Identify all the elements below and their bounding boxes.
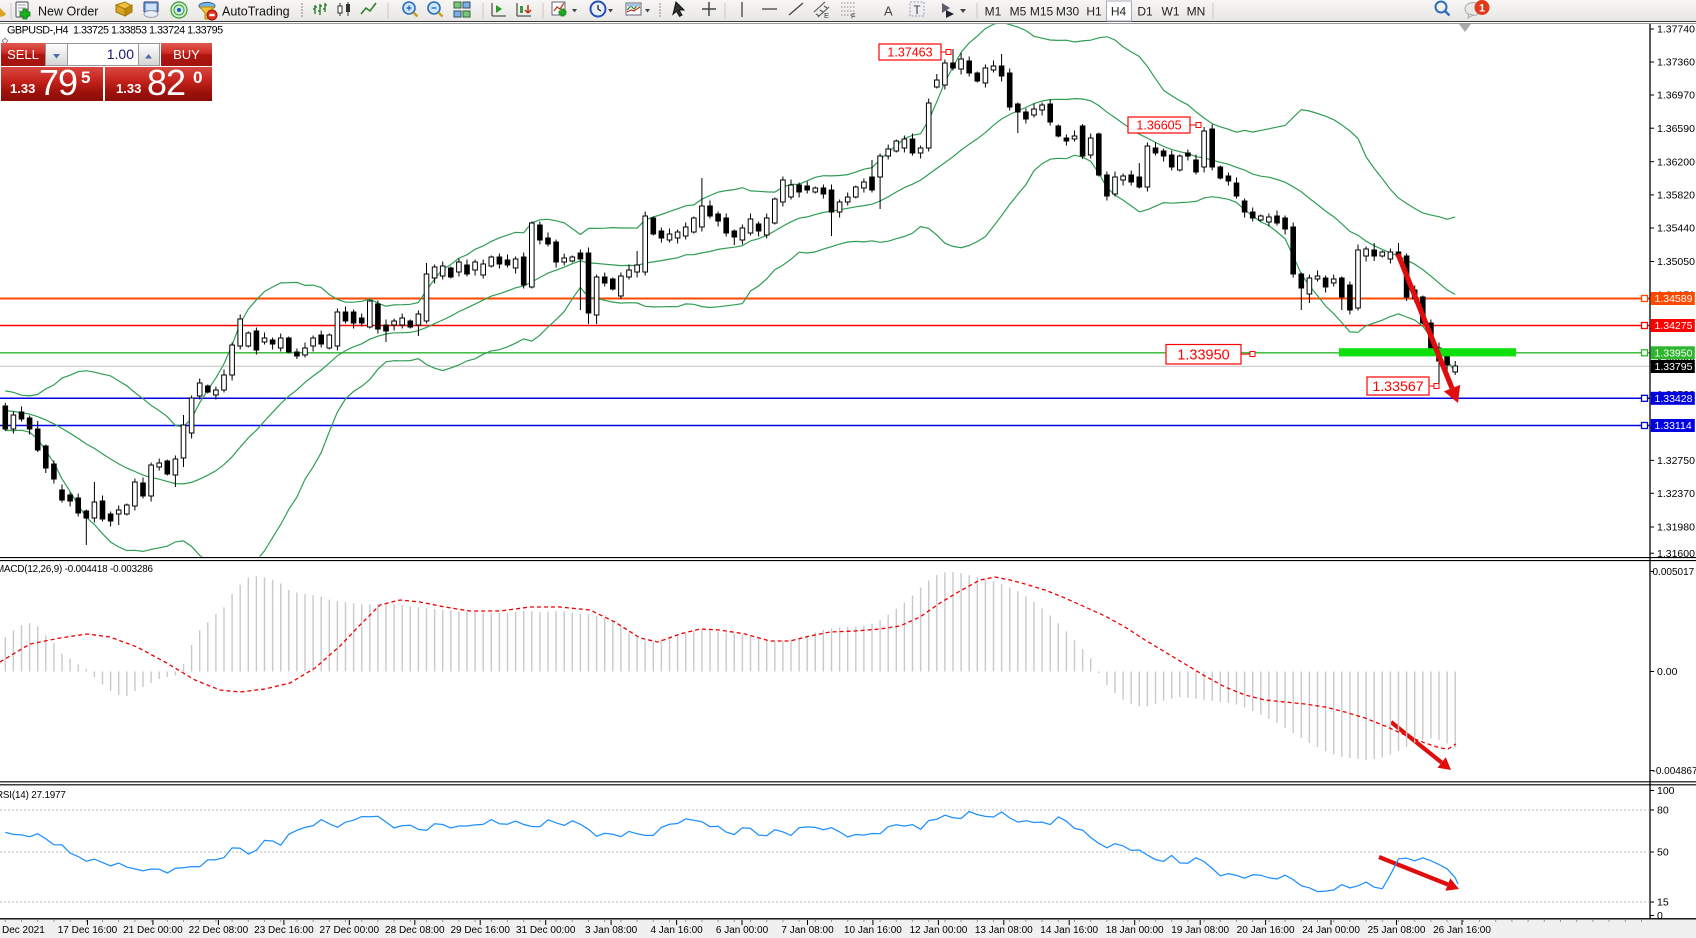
svg-text:-0.004867: -0.004867 xyxy=(1653,766,1696,777)
svg-text:M5: M5 xyxy=(1010,5,1027,19)
svg-text:MACD(12,26,9) -0.004418 -0.003: MACD(12,26,9) -0.004418 -0.003286 xyxy=(0,564,154,575)
svg-text:New Order: New Order xyxy=(38,5,98,19)
svg-text:14 Jan 16:00: 14 Jan 16:00 xyxy=(1040,925,1098,936)
svg-text:H1: H1 xyxy=(1086,5,1102,19)
svg-text:22 Dec 08:00: 22 Dec 08:00 xyxy=(189,925,249,936)
svg-text:E: E xyxy=(824,11,829,20)
svg-text:1.32370: 1.32370 xyxy=(1657,488,1695,500)
svg-text:1.36200: 1.36200 xyxy=(1657,156,1695,168)
svg-text:1.31980: 1.31980 xyxy=(1657,522,1695,534)
svg-text:0.00: 0.00 xyxy=(1657,666,1678,678)
svg-text:D1: D1 xyxy=(1137,5,1153,19)
svg-text:20 Jan 16:00: 20 Jan 16:00 xyxy=(1237,925,1295,936)
svg-text:1: 1 xyxy=(1479,3,1485,15)
svg-text:13 Jan 08:00: 13 Jan 08:00 xyxy=(975,925,1033,936)
svg-text:Dec 2021: Dec 2021 xyxy=(2,925,45,936)
svg-text:1.36590: 1.36590 xyxy=(1657,123,1695,135)
svg-text:1.33114: 1.33114 xyxy=(1655,420,1692,432)
svg-text:12 Jan 00:00: 12 Jan 00:00 xyxy=(909,925,967,936)
svg-text:24 Jan 00:00: 24 Jan 00:00 xyxy=(1302,925,1360,936)
svg-text:1.33567: 1.33567 xyxy=(1372,379,1423,395)
svg-text:31 Dec 00:00: 31 Dec 00:00 xyxy=(516,925,576,936)
svg-text:1.37740: 1.37740 xyxy=(1657,24,1695,36)
svg-text:1.34589: 1.34589 xyxy=(1655,293,1693,305)
svg-text:M30: M30 xyxy=(1056,5,1080,19)
svg-text:100: 100 xyxy=(1657,785,1675,797)
svg-text:27 Dec 00:00: 27 Dec 00:00 xyxy=(320,925,380,936)
svg-text:GBPUSD-,H4 1.33725 1.33853 1.: GBPUSD-,H4 1.33725 1.33853 1.33724 1.337… xyxy=(7,25,223,37)
svg-text:1.37360: 1.37360 xyxy=(1657,57,1695,69)
svg-text:3 Jan 08:00: 3 Jan 08:00 xyxy=(585,925,638,936)
svg-text:1.33795: 1.33795 xyxy=(1655,361,1693,373)
svg-text:1.34275: 1.34275 xyxy=(1655,320,1693,332)
svg-text:18 Jan 00:00: 18 Jan 00:00 xyxy=(1106,925,1164,936)
svg-text:F: F xyxy=(851,12,856,21)
svg-text:29 Dec 16:00: 29 Dec 16:00 xyxy=(450,925,510,936)
svg-text:W1: W1 xyxy=(1162,5,1180,19)
svg-text:1.35820: 1.35820 xyxy=(1657,190,1695,202)
svg-text:A: A xyxy=(884,4,893,19)
svg-text:6 Jan 00:00: 6 Jan 00:00 xyxy=(716,925,769,936)
svg-text:1.35050: 1.35050 xyxy=(1657,256,1695,268)
svg-text:0: 0 xyxy=(1657,910,1663,922)
svg-text:10 Jan 16:00: 10 Jan 16:00 xyxy=(844,925,902,936)
svg-text:T: T xyxy=(914,5,921,17)
svg-text:26 Jan 16:00: 26 Jan 16:00 xyxy=(1433,925,1491,936)
svg-text:1.31600: 1.31600 xyxy=(1657,548,1695,560)
svg-text:7 Jan 08:00: 7 Jan 08:00 xyxy=(781,925,834,936)
svg-text:1.35440: 1.35440 xyxy=(1657,223,1695,235)
svg-text:1.33950: 1.33950 xyxy=(1177,347,1229,363)
svg-text:RSI(14) 27.1977: RSI(14) 27.1977 xyxy=(0,790,66,801)
svg-text:21 Dec 00:00: 21 Dec 00:00 xyxy=(123,925,183,936)
svg-text:28 Dec 08:00: 28 Dec 08:00 xyxy=(385,925,445,936)
svg-text:25 Jan 08:00: 25 Jan 08:00 xyxy=(1368,925,1426,936)
svg-text:1.37463: 1.37463 xyxy=(887,45,932,59)
svg-text:15: 15 xyxy=(1657,897,1669,909)
svg-text:1.33428: 1.33428 xyxy=(1655,393,1693,405)
svg-text:M1: M1 xyxy=(985,5,1002,19)
svg-text:H4: H4 xyxy=(1111,5,1127,19)
svg-text:1.36605: 1.36605 xyxy=(1136,118,1181,132)
svg-text:80: 80 xyxy=(1657,805,1669,817)
svg-text:0.005017: 0.005017 xyxy=(1653,567,1695,578)
svg-text:1.32750: 1.32750 xyxy=(1657,455,1695,467)
svg-text:4 Jan 16:00: 4 Jan 16:00 xyxy=(650,925,703,936)
svg-text:17 Dec 16:00: 17 Dec 16:00 xyxy=(58,925,118,936)
svg-text:1.33950: 1.33950 xyxy=(1655,347,1693,359)
svg-text:AutoTrading: AutoTrading xyxy=(222,5,290,19)
svg-text:19 Jan 08:00: 19 Jan 08:00 xyxy=(1171,925,1229,936)
svg-text:50: 50 xyxy=(1657,847,1669,859)
svg-text:M15: M15 xyxy=(1030,5,1054,19)
svg-text:MN: MN xyxy=(1187,5,1206,19)
svg-text:23 Dec 16:00: 23 Dec 16:00 xyxy=(254,925,314,936)
svg-text:1.36970: 1.36970 xyxy=(1657,90,1695,102)
